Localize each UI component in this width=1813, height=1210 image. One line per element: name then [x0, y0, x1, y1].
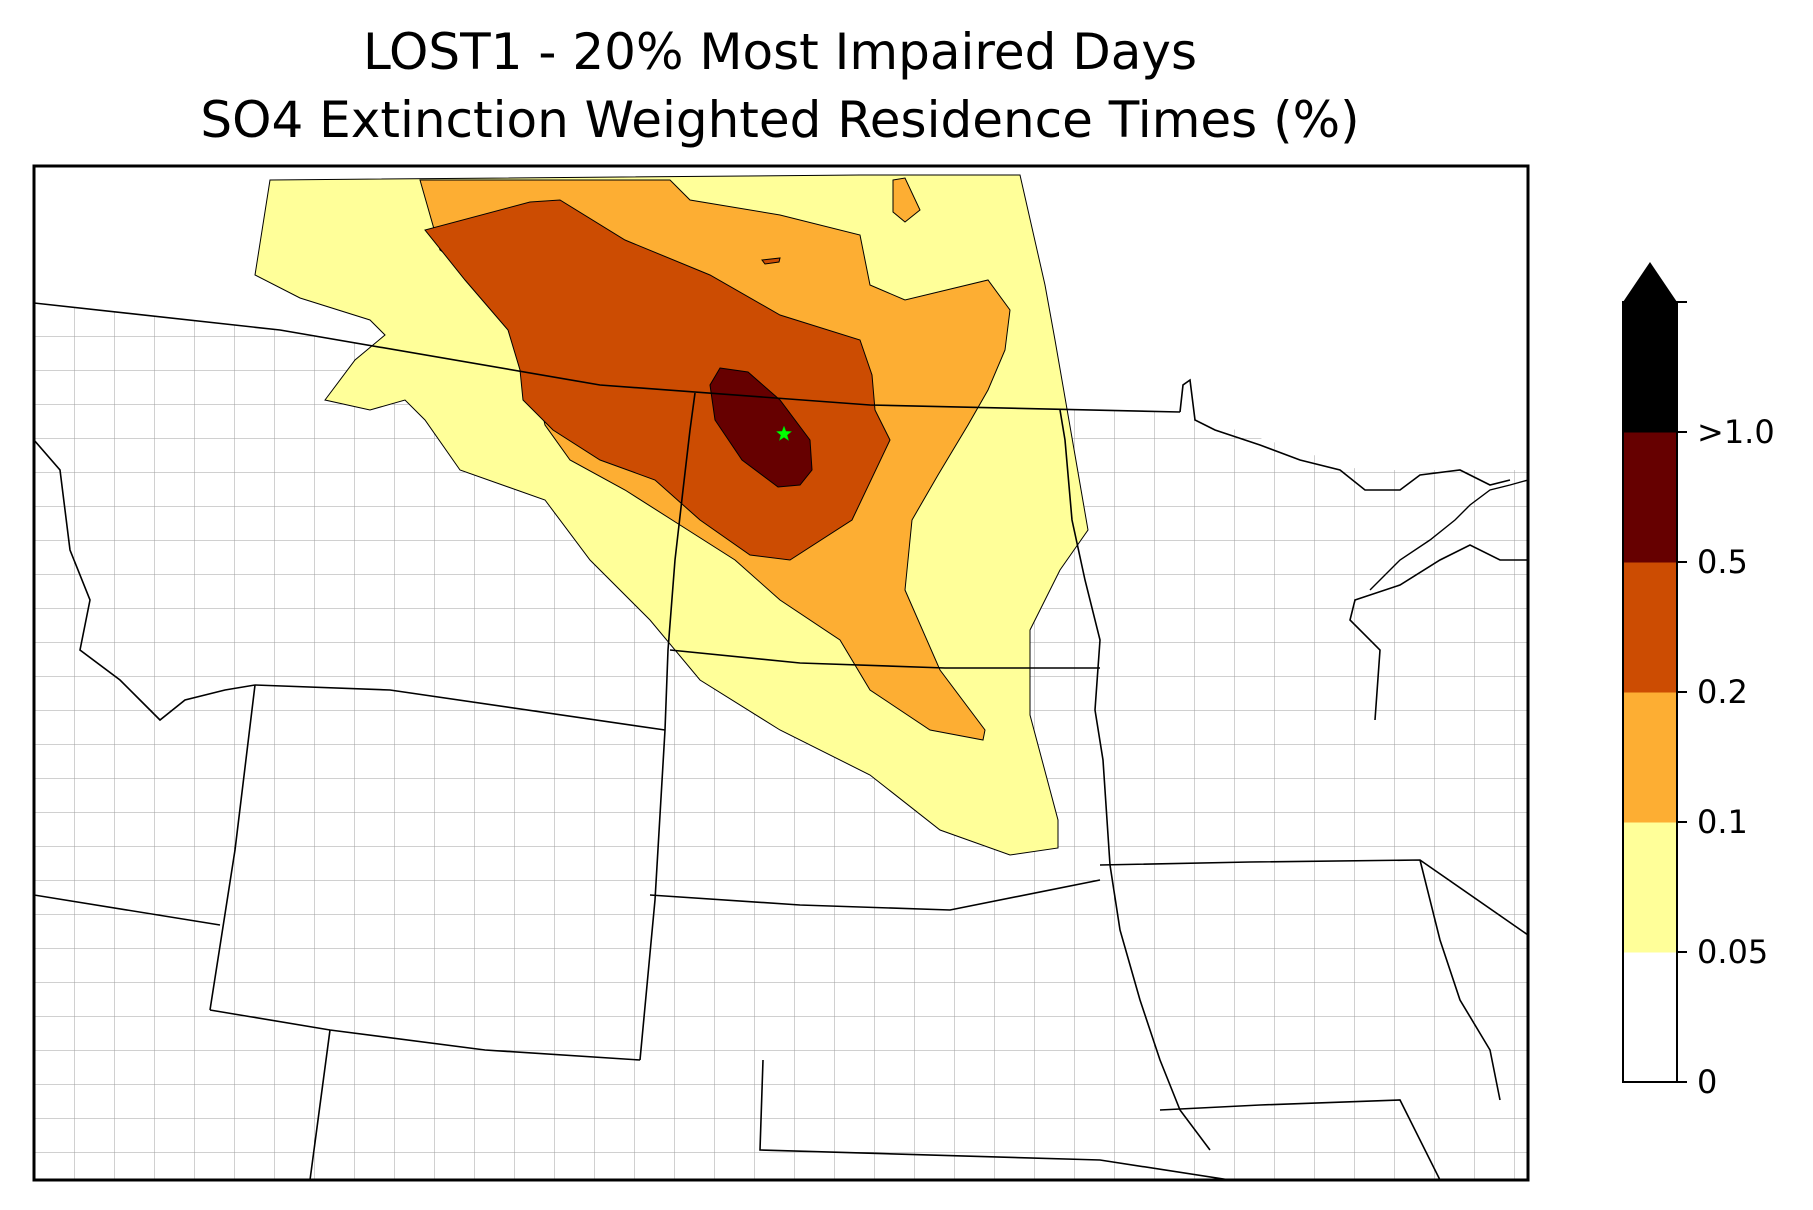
lake-superior-shoreline [1369, 479, 1528, 591]
colorbar-segment [1623, 302, 1677, 433]
contour-0.5-1.0 [709, 367, 813, 488]
state-borders [34, 302, 1528, 1180]
colorbar: 0 0.05 0.1 0.2 0.5 >1.0 [1622, 262, 1775, 1101]
colorbar-segment [1623, 692, 1677, 823]
county-borders [34, 303, 1528, 1180]
colorbar-tick-label: 0.05 [1697, 933, 1768, 971]
colorbar-segment [1623, 822, 1677, 953]
contour-small-blob [761, 257, 781, 265]
contour-small-island [892, 177, 921, 223]
map-frame [32, 164, 1530, 1182]
colorbar-tick-label: 0.1 [1697, 803, 1748, 841]
colorbar-extend-arrow-icon [1623, 262, 1677, 302]
colorbar-segment [1623, 432, 1677, 563]
colorbar-frame [1622, 301, 1678, 1083]
map-area [34, 166, 1528, 1180]
map-title-line-1: LOST1 - 20% Most Impaired Days [362, 23, 1197, 81]
colorbar-segment [1623, 952, 1677, 1083]
colorbar-tick-label: 0.5 [1697, 543, 1748, 581]
site-marker-star-icon [775, 425, 793, 442]
colorbar-tick-label: 0.2 [1697, 673, 1748, 711]
colorbar-tick-label: 0 [1697, 1063, 1717, 1101]
colorbar-tick-label: >1.0 [1697, 413, 1775, 451]
colorbar-segment [1623, 562, 1677, 693]
map-title-line-2: SO4 Extinction Weighted Residence Times … [200, 91, 1360, 149]
